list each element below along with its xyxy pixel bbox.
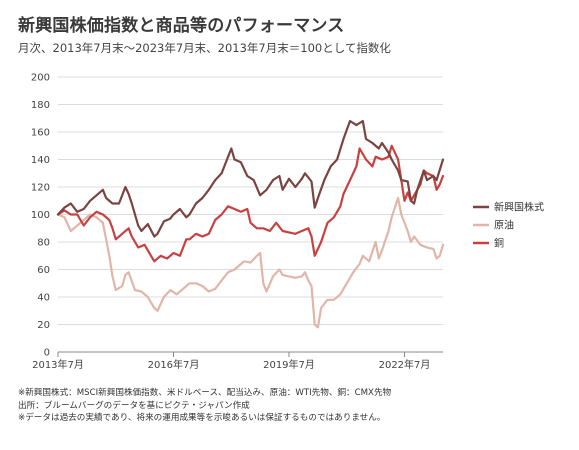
y-tick-label-0: 0: [44, 348, 50, 359]
footnotes: ※新興国株式：MSCI新興国株価指数、米ドルベース、配当込み、原油：WTI先物、…: [18, 387, 391, 425]
series-lines: [56, 119, 445, 329]
y-tick-label-20: 20: [37, 320, 50, 331]
footnote-disclaimer: ※データは過去の実績であり、将来の運用成果等を示唆あるいは保証するものではありま…: [18, 413, 386, 423]
y-tick-label-100: 100: [31, 210, 50, 221]
x-tick-label-1: 2016年7月: [148, 358, 200, 371]
chart-title: 新興国株価指数と商品等のパフォーマンス: [18, 16, 345, 36]
y-tick-label-140: 140: [31, 155, 50, 166]
y-tick-label-120: 120: [31, 183, 50, 194]
x-tick-label-3: 2022年7月: [379, 358, 431, 371]
legend-label-0: 新興国株式: [494, 201, 544, 214]
x-axis: 2013年7月 2016年7月 2019年7月 2022年7月: [32, 351, 443, 371]
gridlines: [58, 76, 443, 325]
x-tick-label-2: 2019年7月: [263, 358, 315, 371]
y-tick-label-40: 40: [37, 293, 50, 304]
legend-label-2: 銅: [494, 237, 504, 250]
legend-label-1: 原油: [494, 219, 514, 232]
footnote-source: 出所：ブルームバーグのデータを基にピクテ・ジャパン作成: [18, 400, 250, 411]
series-line-0: [56, 119, 445, 238]
y-tick-label-200: 200: [31, 73, 50, 84]
y-axis-labels: 0 20 40 60 80 100 120 140 160 180 200: [31, 73, 50, 359]
series-line-2: [56, 144, 445, 263]
y-tick-label-180: 180: [31, 100, 50, 111]
line-chart: 0 20 40 60 80 100 120 140 160 180 200 2013年7月 2016年…: [31, 73, 544, 372]
y-tick-label-80: 80: [37, 238, 50, 249]
series-line-1: [56, 196, 445, 329]
footnote-definitions: ※新興国株式：MSCI新興国株価指数、米ドルベース、配当込み、原油：WTI先物、…: [18, 388, 392, 398]
x-tick-label-0: 2013年7月: [32, 358, 84, 371]
y-tick-label-60: 60: [37, 265, 50, 276]
chart-subtitle: 月次、2013年7月末～2023年7月末、2013年7月末＝100として指数化: [18, 41, 391, 55]
y-tick-label-160: 160: [31, 128, 50, 139]
